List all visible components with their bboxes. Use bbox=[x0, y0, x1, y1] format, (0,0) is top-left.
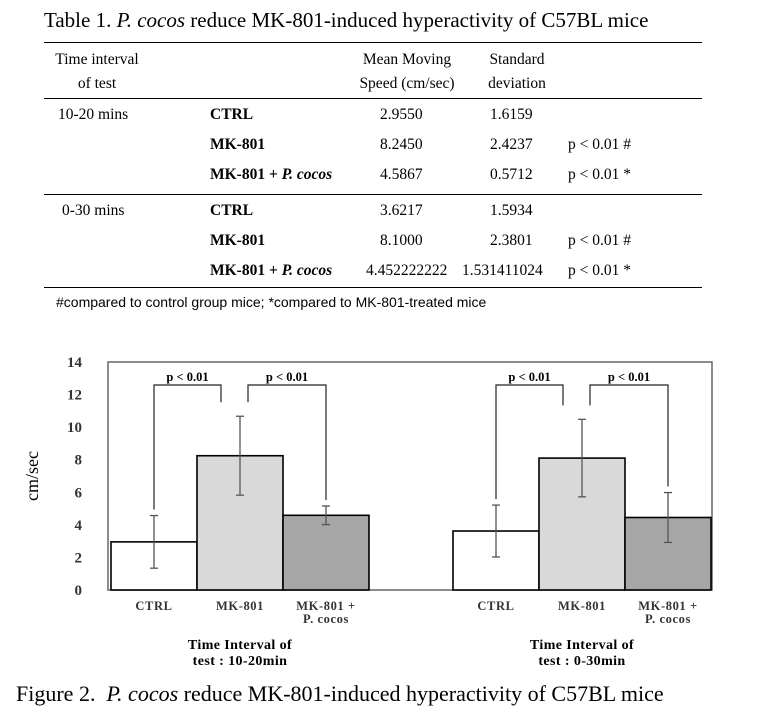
category-label: MK-801 bbox=[558, 599, 606, 613]
row-mean: 8.1000 bbox=[380, 232, 423, 249]
significance-label: p < 0.01 bbox=[608, 370, 650, 384]
header-mean-speed: Mean Moving Speed (cm/sec) bbox=[344, 48, 470, 96]
figure-caption-rest: reduce MK-801-induced hyperactivity of C… bbox=[183, 681, 664, 706]
table-footnote: #compared to control group mice; *compar… bbox=[56, 294, 487, 310]
row-mean: 2.9550 bbox=[380, 106, 423, 123]
category-label: MK-801 + bbox=[638, 599, 697, 613]
row-mean: 8.2450 bbox=[380, 136, 423, 153]
row-sd: 0.5712 bbox=[490, 166, 533, 183]
table-bottom-rule bbox=[44, 287, 702, 288]
row-sd: 2.3801 bbox=[490, 232, 533, 249]
header-sd-line1: Standard bbox=[489, 51, 545, 68]
header-std-dev: Standard deviation bbox=[478, 48, 556, 96]
header-time-line2: of test bbox=[77, 75, 117, 92]
row-group-label: CTRL bbox=[210, 202, 254, 219]
y-tick-label: 0 bbox=[75, 583, 83, 599]
row-group-label: MK-801 + P. cocos bbox=[210, 262, 333, 279]
row-sd: 1.531411024 bbox=[462, 262, 543, 279]
row-mean: 4.5867 bbox=[380, 166, 423, 183]
category-label: P. cocos bbox=[303, 612, 349, 626]
significance-label: p < 0.01 bbox=[508, 370, 550, 384]
y-axis-label: cm/sec bbox=[22, 451, 42, 501]
figure-caption-species: P. cocos bbox=[106, 681, 179, 706]
category-label: CTRL bbox=[135, 599, 172, 613]
row-group-label: MK-801 + P. cocos bbox=[210, 166, 333, 183]
category-label: P. cocos bbox=[645, 612, 691, 626]
significance-label: p < 0.01 bbox=[266, 370, 308, 384]
y-tick-label: 4 bbox=[75, 518, 83, 534]
significance-bracket bbox=[589, 384, 669, 487]
category-label: MK-801 bbox=[216, 599, 264, 613]
y-tick-label: 10 bbox=[67, 420, 82, 436]
row-pvalue: p < 0.01 # bbox=[568, 136, 631, 153]
row-mean: 3.6217 bbox=[380, 202, 423, 219]
interval-10-20: 10-20 mins bbox=[58, 106, 129, 123]
group-label: test : 10-20min bbox=[193, 654, 288, 669]
table-header-rule bbox=[44, 98, 702, 99]
table-caption-rest: reduce MK-801-induced hyperactivity of C… bbox=[190, 8, 649, 32]
table-caption-species: P. cocos bbox=[116, 8, 186, 32]
y-tick-label: 12 bbox=[67, 388, 82, 404]
plot-frame bbox=[107, 361, 713, 591]
significance-bracket bbox=[247, 384, 327, 500]
header-mean-line1: Mean Moving bbox=[362, 51, 452, 68]
row-group-label: MK-801 bbox=[210, 232, 266, 249]
header-time-line1: Time interval bbox=[55, 51, 139, 68]
table-group-rule bbox=[44, 194, 702, 195]
row-mean: 4.452222222 bbox=[366, 262, 448, 279]
y-tick-label: 6 bbox=[75, 485, 83, 501]
table-caption: Table 1. P. cocos reduce MK-801-induced … bbox=[44, 8, 648, 33]
y-tick-label: 8 bbox=[75, 453, 83, 469]
significance-label: p < 0.01 bbox=[166, 370, 208, 384]
group-label: Time Interval of bbox=[188, 638, 292, 653]
group-label: Time Interval of bbox=[530, 638, 634, 653]
row-group-label: CTRL bbox=[210, 106, 254, 123]
row-pvalue: p < 0.01 * bbox=[568, 166, 631, 183]
interval-0-30: 0-30 mins bbox=[62, 202, 125, 219]
group-label: test : 0-30min bbox=[538, 654, 625, 669]
bar bbox=[282, 514, 370, 591]
header-time-interval: Time interval of test bbox=[44, 48, 150, 96]
header-mean-line2: Speed (cm/sec) bbox=[359, 75, 455, 92]
row-sd: 2.4237 bbox=[490, 136, 533, 153]
figure-caption: Figure 2. P. cocos reduce MK-801-induced… bbox=[16, 681, 664, 707]
figure-caption-prefix: Figure 2. bbox=[16, 681, 96, 706]
category-label: MK-801 + bbox=[296, 599, 355, 613]
row-sd: 1.5934 bbox=[490, 202, 533, 219]
row-sd: 1.6159 bbox=[490, 106, 533, 123]
category-label: CTRL bbox=[477, 599, 514, 613]
row-group-label: MK-801 bbox=[210, 136, 266, 153]
row-pvalue: p < 0.01 # bbox=[568, 232, 631, 249]
significance-bracket bbox=[495, 384, 564, 500]
y-tick-label: 14 bbox=[67, 355, 83, 371]
y-tick-label: 2 bbox=[75, 550, 83, 566]
header-sd-line2: deviation bbox=[488, 75, 546, 92]
table-top-rule bbox=[44, 42, 702, 43]
row-pvalue: p < 0.01 * bbox=[568, 262, 631, 279]
significance-bracket bbox=[153, 384, 222, 510]
table-caption-prefix: Table 1. bbox=[44, 8, 112, 32]
